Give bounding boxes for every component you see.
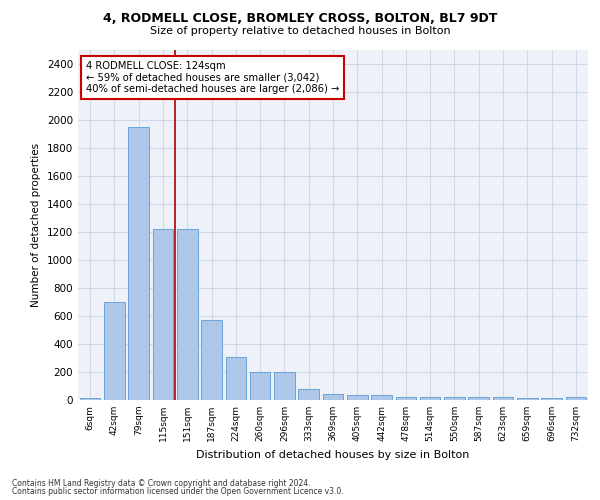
Bar	[371, 394, 392, 400]
Bar	[226, 358, 246, 400]
Bar	[444, 397, 465, 400]
Bar	[104, 302, 125, 400]
Bar	[152, 229, 173, 400]
Bar	[395, 397, 416, 400]
Text: 4, RODMELL CLOSE, BROMLEY CROSS, BOLTON, BL7 9DT: 4, RODMELL CLOSE, BROMLEY CROSS, BOLTON,…	[103, 12, 497, 26]
Bar	[517, 398, 538, 400]
Bar	[566, 397, 586, 400]
Bar	[250, 372, 271, 400]
Bar	[347, 394, 368, 400]
Bar	[493, 397, 514, 400]
Bar	[128, 127, 149, 400]
Bar	[274, 372, 295, 400]
X-axis label: Distribution of detached houses by size in Bolton: Distribution of detached houses by size …	[196, 450, 470, 460]
Bar	[201, 320, 222, 400]
Y-axis label: Number of detached properties: Number of detached properties	[31, 143, 41, 307]
Bar	[323, 394, 343, 400]
Bar	[469, 397, 489, 400]
Text: Size of property relative to detached houses in Bolton: Size of property relative to detached ho…	[149, 26, 451, 36]
Bar	[420, 397, 440, 400]
Text: Contains public sector information licensed under the Open Government Licence v3: Contains public sector information licen…	[12, 487, 344, 496]
Bar	[177, 229, 197, 400]
Text: Contains HM Land Registry data © Crown copyright and database right 2024.: Contains HM Land Registry data © Crown c…	[12, 478, 311, 488]
Bar	[80, 398, 100, 400]
Bar	[541, 398, 562, 400]
Bar	[298, 389, 319, 400]
Text: 4 RODMELL CLOSE: 124sqm
← 59% of detached houses are smaller (3,042)
40% of semi: 4 RODMELL CLOSE: 124sqm ← 59% of detache…	[86, 60, 339, 94]
